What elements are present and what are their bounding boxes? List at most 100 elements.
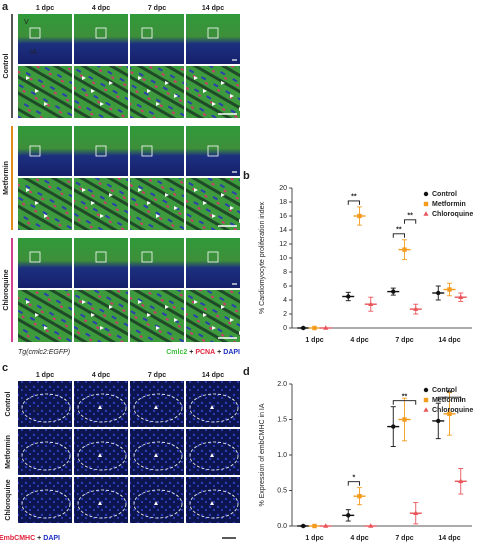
section-image [74,381,128,427]
arrowhead [35,89,39,93]
mean-marker [458,478,464,484]
mean-marker [312,523,317,529]
arrowhead [138,76,142,80]
significance-bracket [437,396,462,402]
arrowhead [44,326,48,330]
y-tick-label: 12 [279,241,287,248]
mean-marker [368,523,374,528]
arrowhead [156,326,160,330]
arrowhead [138,300,142,304]
zoom-image [130,290,184,342]
ia-outline [189,393,239,423]
arrowhead [147,89,151,93]
overview-image [130,238,184,288]
y-axis-title: % Expression of embCMHC in IA [259,403,266,506]
ia-outline [21,393,71,423]
mean-marker [413,510,419,516]
legend-marker [423,191,429,197]
row-label: Chloroquine [3,269,10,310]
stain: EmbCMHC [0,535,35,542]
arrowhead [82,300,86,304]
arrowhead [98,405,102,409]
transgene-label: Tg(cmlc2:EGFP) [18,349,70,356]
x-tick-label: 4 dpc [350,535,368,542]
row-label: Chloroquine [5,479,12,520]
arrowhead [212,102,216,106]
roi-box [95,251,107,263]
legend-marker [423,397,429,403]
row-bar [11,126,13,230]
arrowhead [239,107,243,111]
section-image [18,381,72,427]
ia-outline [77,393,127,423]
mean-marker [301,325,306,331]
significance-label: ** [351,194,357,201]
region-label: IA [33,407,40,414]
y-tick-label: 0.5 [277,487,287,494]
significance-label: ** [402,394,408,401]
y-tick-label: 6 [283,283,287,290]
stain: + [37,535,41,542]
mean-marker [346,513,351,518]
arrowhead [239,331,243,335]
arrowhead [174,318,178,322]
arrowhead [212,214,216,218]
arrowhead [230,94,234,98]
mean-marker [402,247,407,252]
arrowhead [147,201,151,205]
arrowhead [154,453,158,457]
significance-label: ** [447,390,453,397]
arrowhead [109,81,113,85]
mean-marker [323,325,329,330]
region-label: IA [30,49,37,56]
y-tick-label: 0.0 [277,523,287,530]
mean-marker [436,418,441,424]
overview-image [186,238,240,288]
arrowhead [100,102,104,106]
overview-image [186,126,240,176]
section-image [186,477,240,523]
y-tick-label: 10 [279,255,287,262]
y-tick-label: 20 [279,185,287,192]
overview-image [18,238,72,288]
x-tick-label: 4 dpc [350,337,368,344]
arrowhead [221,193,225,197]
zoom-image [130,66,184,118]
roi-box [29,27,41,39]
section-image [130,381,184,427]
arrowhead [82,76,86,80]
panel-label: c [2,362,8,374]
arrowhead [165,305,169,309]
overview-image [74,238,128,288]
zoom-image [18,178,72,230]
overview-image [18,14,72,64]
legend-label: Chloroquine [432,407,473,414]
legend-label: Control [432,191,457,198]
arrowhead [26,188,30,192]
arrowhead [35,313,39,317]
arrowhead [100,214,104,218]
stain: + [189,349,193,356]
region-label: V [24,385,29,392]
mean-marker [368,301,374,306]
y-tick-label: 2 [283,311,287,318]
stain: DAPI [43,535,60,542]
ia-outline [133,441,183,471]
x-tick-label: 14 dpc [438,337,460,344]
ia-outline [21,441,71,471]
y-tick-label: 2.0 [277,381,287,388]
legend-label: Chloroquine [432,211,473,218]
roi-box [207,27,219,39]
significance-bracket [347,481,360,486]
arrowhead [26,76,30,80]
arrowhead [98,501,102,505]
y-axis-title: % Cardiomyocyte proliferation index [259,201,266,314]
arrowhead [230,206,234,210]
arrowhead [165,81,169,85]
significance-bracket [347,200,360,205]
arrowhead [154,405,158,409]
arrowhead [203,313,207,317]
overview-image [18,126,72,176]
